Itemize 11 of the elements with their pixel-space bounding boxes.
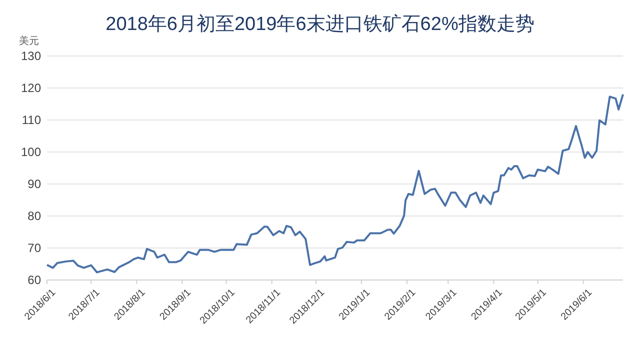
y-tick-label: 70 [28, 241, 42, 256]
line-series [46, 93, 624, 274]
y-tick-label: 110 [22, 113, 42, 128]
y-tick-label: 90 [28, 177, 42, 192]
y-tick-label: 120 [20, 81, 42, 96]
y-axis-title: 美元 [19, 35, 39, 47]
y-tick-label: 80 [28, 209, 42, 224]
chart-title: 2018年6月初至2019年6末进口铁矿石62%指数走势 [106, 13, 534, 35]
y-tick-label: 100 [20, 145, 42, 160]
y-tick-label: 130 [20, 49, 42, 64]
y-tick-label: 60 [28, 273, 42, 288]
